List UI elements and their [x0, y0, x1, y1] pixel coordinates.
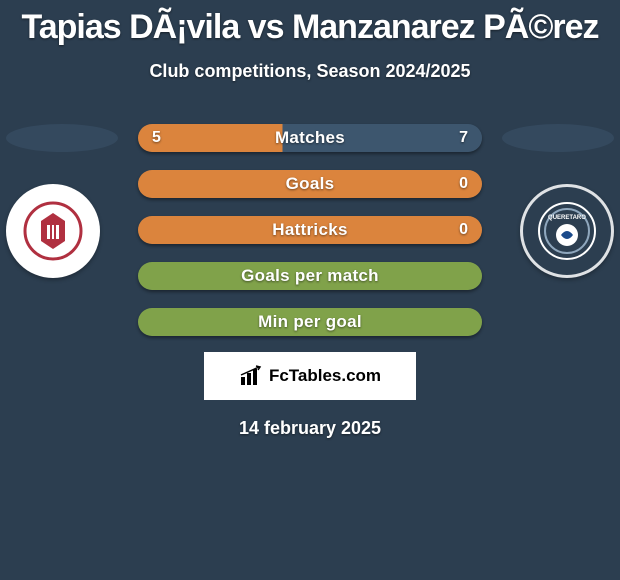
stat-bar-hattricks: Hattricks 0 [138, 216, 482, 244]
comparison-date: 14 february 2025 [0, 418, 620, 439]
queretaro-crest-icon: QUERETARO [537, 201, 597, 261]
subtitle: Club competitions, Season 2024/2025 [0, 61, 620, 82]
stat-label: Matches [275, 128, 345, 148]
stat-bars: Matches 5 7 Goals 0 Hattricks 0 Goals per match… [116, 124, 504, 336]
left-player-side [6, 124, 116, 278]
stat-right-value: 0 [459, 175, 468, 193]
stat-bar-min-per-goal: Min per goal [138, 308, 482, 336]
stat-label: Goals per match [241, 266, 379, 286]
stat-label: Hattricks [272, 220, 347, 240]
stat-right-value: 7 [459, 129, 468, 147]
bars-icon [239, 365, 265, 387]
stat-right-value: 0 [459, 221, 468, 239]
page-title: Tapias DÃ¡vila vs Manzanarez PÃ©rez [0, 8, 620, 47]
logo-text: FcTables.com [269, 366, 381, 386]
left-ellipse [6, 124, 118, 152]
right-player-side: QUERETARO [504, 124, 614, 278]
comparison-widget: Tapias DÃ¡vila vs Manzanarez PÃ©rez Club… [0, 0, 620, 439]
chivas-crest-icon [23, 201, 83, 261]
stat-label: Min per goal [258, 312, 362, 332]
right-club-badge: QUERETARO [520, 184, 614, 278]
stat-left-value: 5 [152, 129, 161, 147]
stat-bar-goals-per-match: Goals per match [138, 262, 482, 290]
svg-text:QUERETARO: QUERETARO [548, 215, 586, 221]
right-ellipse [502, 124, 614, 152]
main-row: Matches 5 7 Goals 0 Hattricks 0 Goals per match… [0, 124, 620, 336]
stat-label: Goals [286, 174, 335, 194]
stat-bar-goals: Goals 0 [138, 170, 482, 198]
left-club-badge [6, 184, 100, 278]
fctables-logo: FcTables.com [204, 352, 416, 400]
stat-bar-matches: Matches 5 7 [138, 124, 482, 152]
